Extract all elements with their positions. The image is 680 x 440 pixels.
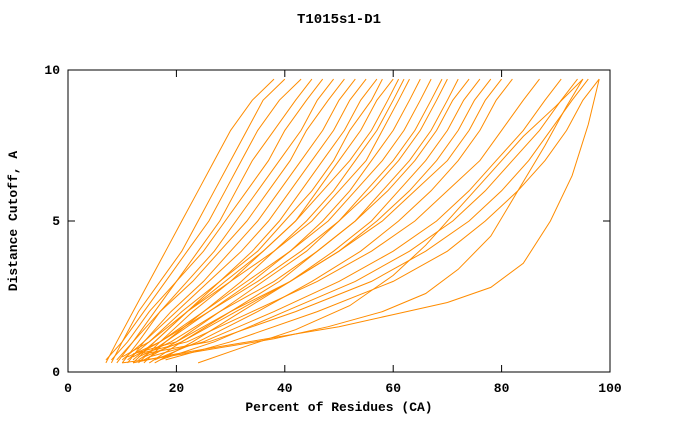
curve-line	[197, 78, 584, 364]
curve-line	[110, 78, 286, 364]
y-tick-label: 5	[52, 214, 60, 229]
x-tick-label: 0	[64, 381, 72, 396]
curve-line	[132, 78, 400, 361]
x-tick-label: 100	[598, 381, 622, 396]
y-tick-label: 0	[52, 365, 60, 380]
curve-line	[143, 78, 405, 364]
curve-line	[154, 78, 513, 361]
x-tick-label: 80	[494, 381, 510, 396]
curve-line	[105, 78, 302, 361]
x-tick-label: 40	[277, 381, 293, 396]
curve-line	[127, 78, 448, 358]
curve-line	[132, 78, 502, 355]
curve-line	[121, 78, 334, 364]
curve-line	[127, 78, 383, 361]
curve-line	[165, 78, 600, 361]
curve-line	[138, 78, 470, 358]
curve-line	[121, 78, 410, 358]
curve-line	[111, 78, 324, 361]
curve-line	[116, 78, 345, 361]
curve-line	[132, 78, 432, 358]
curve-line	[143, 78, 443, 361]
curve-line	[116, 78, 313, 364]
curve-line	[138, 78, 540, 355]
curve-line	[105, 78, 275, 364]
curve-line	[138, 78, 421, 361]
x-tick-label: 60	[385, 381, 401, 396]
curve-line	[154, 78, 481, 364]
x-axis-label: Percent of Residues (CA)	[245, 400, 433, 415]
x-tick-label: 20	[169, 381, 185, 396]
curve-line	[143, 78, 492, 358]
curve-line	[159, 78, 578, 361]
curve-line	[132, 78, 378, 364]
curve-line	[127, 78, 356, 364]
curve-line	[132, 78, 600, 364]
y-tick-label: 10	[44, 63, 60, 78]
curve-line	[143, 78, 589, 355]
curve-line	[149, 78, 562, 358]
chart-title: T1015s1-D1	[296, 12, 381, 28]
curve-line	[121, 78, 367, 361]
curve-line	[122, 78, 584, 364]
